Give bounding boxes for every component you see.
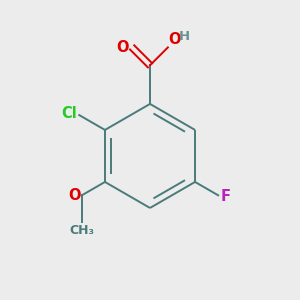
Text: H: H — [179, 30, 190, 43]
Text: CH₃: CH₃ — [69, 224, 94, 237]
Text: Cl: Cl — [61, 106, 77, 121]
Text: F: F — [220, 189, 231, 204]
Text: O: O — [169, 32, 181, 47]
Text: O: O — [116, 40, 129, 55]
Text: O: O — [68, 188, 80, 203]
